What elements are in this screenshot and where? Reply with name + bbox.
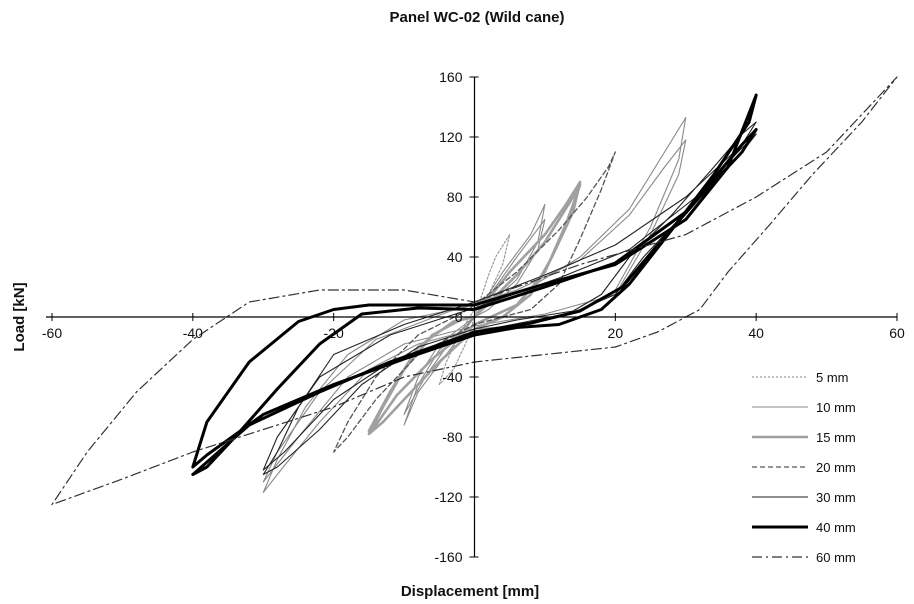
series-line [262, 121, 757, 476]
x-tick-label: 20 [608, 325, 624, 341]
y-tick-label: 160 [439, 69, 463, 85]
series-line [262, 133, 757, 471]
series-line [51, 76, 898, 506]
x-tick-label: -40 [183, 325, 203, 341]
legend-label: 40 mm [816, 520, 856, 535]
legend-label: 15 mm [816, 430, 856, 445]
series-line [403, 218, 546, 416]
legend-label: 60 mm [816, 550, 856, 565]
series-5-mm [438, 233, 511, 386]
x-tick-label: 40 [748, 325, 764, 341]
series-60-mm [51, 76, 898, 506]
series-line [262, 116, 687, 494]
series-line [438, 233, 511, 386]
x-tick-label: 60 [889, 325, 905, 341]
x-axis-label: Displacement [mm] [401, 583, 539, 600]
legend-label: 5 mm [816, 370, 849, 385]
y-axis-label: Load [kN] [11, 282, 28, 351]
y-tick-label: -160 [434, 549, 462, 565]
y-tick-label: -80 [442, 429, 462, 445]
y-tick-label: -120 [434, 489, 462, 505]
x-tick-label: -60 [42, 325, 62, 341]
y-tick-label: -40 [442, 369, 462, 385]
series-line [262, 139, 687, 483]
y-tick-label: 80 [447, 189, 463, 205]
series-line [191, 128, 758, 476]
chart-title: Panel WC-02 (Wild cane) [390, 9, 565, 26]
legend: 5 mm 10 mm 15 mm 20 mm 30 mm 40 mm 60 mm [752, 370, 856, 565]
axes-layer: -60 -40 -20 20 40 60 -160 -120 -80 -40 0 40 80 120 160 [42, 69, 905, 565]
y-tick-label: 120 [439, 129, 463, 145]
legend-label: 30 mm [816, 490, 856, 505]
y-tick-label: 40 [447, 249, 463, 265]
y-tick-label: 0 [455, 309, 463, 325]
x-tick-label: -20 [324, 325, 344, 341]
legend-label: 20 mm [816, 460, 856, 475]
legend-label: 10 mm [816, 400, 856, 415]
